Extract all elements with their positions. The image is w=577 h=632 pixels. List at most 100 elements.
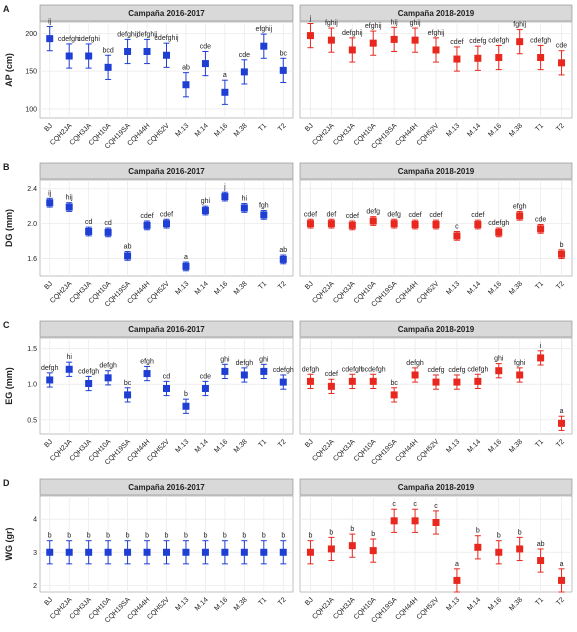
significance-label: hij (66, 195, 73, 202)
x-tick-label: M.16 (213, 438, 229, 454)
point (306, 32, 314, 40)
point (495, 228, 503, 236)
significance-label: cde (200, 373, 211, 380)
x-tick-label: T1 (534, 596, 545, 607)
point (65, 52, 73, 60)
point (516, 545, 524, 553)
significance-label: cdef (346, 213, 359, 220)
significance-label: cde (535, 217, 546, 224)
point (46, 199, 54, 207)
significance-label: fghij (513, 22, 526, 29)
x-tick-label: BJ (304, 280, 315, 291)
point (537, 354, 545, 362)
x-tick-label: M.14 (466, 596, 482, 612)
point (260, 367, 268, 375)
significance-label: a (560, 408, 564, 415)
point (46, 376, 54, 384)
x-tick-label: M.13 (174, 596, 190, 612)
significance-label: cde (239, 52, 250, 59)
point (182, 548, 190, 556)
significance-label: efghij (255, 26, 272, 33)
significance-label: cdef (304, 211, 317, 218)
point (537, 557, 545, 565)
x-tick-label: BJ (304, 122, 315, 133)
significance-label: defghij (137, 31, 158, 38)
significance-label: b (165, 533, 169, 540)
significance-label: cdef (429, 212, 442, 219)
point (453, 55, 461, 63)
x-tick-label: M.16 (213, 122, 229, 138)
x-tick-label: M.13 (445, 596, 461, 612)
panel-strip (299, 162, 573, 180)
point (65, 365, 73, 373)
x-tick-label: BJ (304, 596, 315, 607)
y-tick-label: 150 (25, 69, 37, 76)
x-tick-label: M.38 (508, 280, 524, 296)
row-label: B (3, 162, 10, 172)
x-tick-label: T1 (257, 280, 268, 291)
panel-strip (39, 320, 294, 338)
significance-label: cdefg (427, 367, 444, 374)
point (348, 377, 356, 385)
point (124, 391, 132, 399)
significance-label: efghij (428, 30, 445, 37)
x-tick-label: M.13 (174, 122, 190, 138)
significance-label: bc (390, 380, 398, 387)
panel-strip (299, 320, 573, 338)
significance-label: cde (556, 43, 567, 50)
point (279, 378, 287, 386)
significance-label: cdefg (469, 38, 486, 45)
point (516, 212, 524, 220)
x-tick-label: CQH52V (416, 122, 441, 147)
point (516, 371, 524, 379)
point (327, 545, 335, 553)
significance-label: i (540, 343, 542, 350)
x-tick-label: T1 (534, 122, 545, 133)
x-tick-label: M.14 (194, 280, 210, 296)
panel-title: Campaña 2016-2017 (128, 167, 205, 176)
significance-label: ghij (410, 20, 421, 27)
point (411, 221, 419, 229)
panel-strip (39, 478, 294, 496)
panel-strip (39, 162, 294, 180)
y-tick-label: 3 (33, 550, 37, 557)
point (85, 52, 93, 60)
x-tick-label: M.16 (213, 280, 229, 296)
significance-label: b (281, 533, 285, 540)
significance-label: b (223, 533, 227, 540)
x-tick-label: M.14 (466, 438, 482, 454)
point (85, 227, 93, 235)
point (124, 47, 132, 55)
x-tick-label: BJ (43, 596, 54, 607)
significance-label: cdef (160, 211, 173, 218)
x-tick-label: M.14 (466, 122, 482, 138)
x-tick-label: BJ (43, 280, 54, 291)
significance-label: bc (124, 380, 132, 387)
point (201, 384, 209, 392)
x-tick-label: M.13 (445, 122, 461, 138)
y-tick-label: 100 (25, 106, 37, 113)
point (495, 54, 503, 62)
significance-label: efgh (140, 358, 154, 365)
point (390, 391, 398, 399)
point (432, 378, 440, 386)
point (201, 60, 209, 68)
x-tick-label: BJ (304, 438, 315, 449)
x-tick-label: M.38 (233, 596, 249, 612)
point (390, 517, 398, 525)
y-tick-label: 2.4 (27, 186, 37, 193)
point (453, 576, 461, 584)
significance-label: hi (242, 196, 248, 203)
point (432, 221, 440, 229)
significance-label: cdefg (448, 367, 465, 374)
significance-label: j (309, 16, 312, 23)
point (104, 374, 112, 382)
panel-strip (39, 4, 294, 22)
significance-label: a (223, 72, 227, 79)
panel-title: Campaña 2018-2019 (398, 9, 475, 18)
x-tick-label: M.14 (194, 122, 210, 138)
y-axis-title: AP (cm) (4, 53, 14, 87)
y-tick-label: 200 (25, 31, 37, 38)
point (143, 548, 151, 556)
